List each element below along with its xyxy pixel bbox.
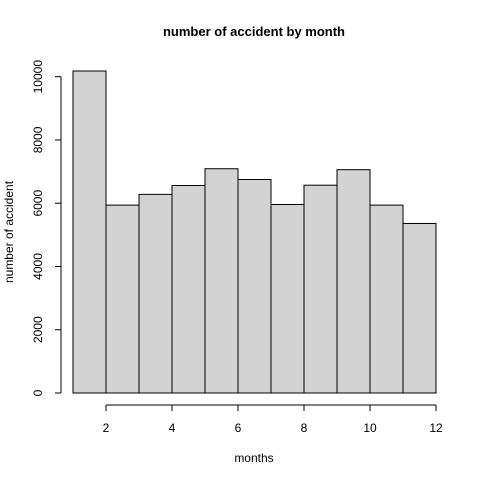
x-tick-label: 6: [235, 421, 242, 435]
x-tick-label: 10: [363, 421, 377, 435]
bar-7-8: [270, 203, 305, 394]
bar-8-9: [303, 184, 338, 394]
bar-4-5: [171, 185, 206, 394]
y-tick-label: 8000: [31, 126, 45, 153]
y-axis-label: number of accident: [2, 180, 16, 283]
x-tick-label: 12: [429, 421, 443, 435]
y-tick-label: 4000: [31, 253, 45, 280]
bar-1-2: [72, 70, 107, 394]
bars-group: [72, 70, 437, 394]
y-tick-label: 6000: [31, 190, 45, 217]
chart-title: number of accident by month: [163, 24, 345, 39]
bar-3-4: [138, 193, 173, 394]
bar-6-7: [237, 178, 272, 394]
x-tick-label: 2: [103, 421, 110, 435]
x-axis-label: months: [234, 451, 273, 465]
x-axis: 2 4 6 8 10 12: [103, 404, 443, 435]
y-tick-label: 10000: [31, 60, 45, 94]
bar-5-6: [204, 168, 239, 394]
bar-2-3: [105, 204, 140, 394]
y-axis: 0 2000 4000 6000 8000 10000: [31, 60, 62, 396]
x-tick-label: 4: [169, 421, 176, 435]
y-tick-label: 2000: [31, 316, 45, 343]
y-tick-label: 0: [31, 389, 45, 396]
bar-11-12: [402, 222, 437, 394]
x-tick-label: 8: [301, 421, 308, 435]
bar-10-11: [369, 204, 404, 394]
bar-9-10: [336, 169, 371, 394]
